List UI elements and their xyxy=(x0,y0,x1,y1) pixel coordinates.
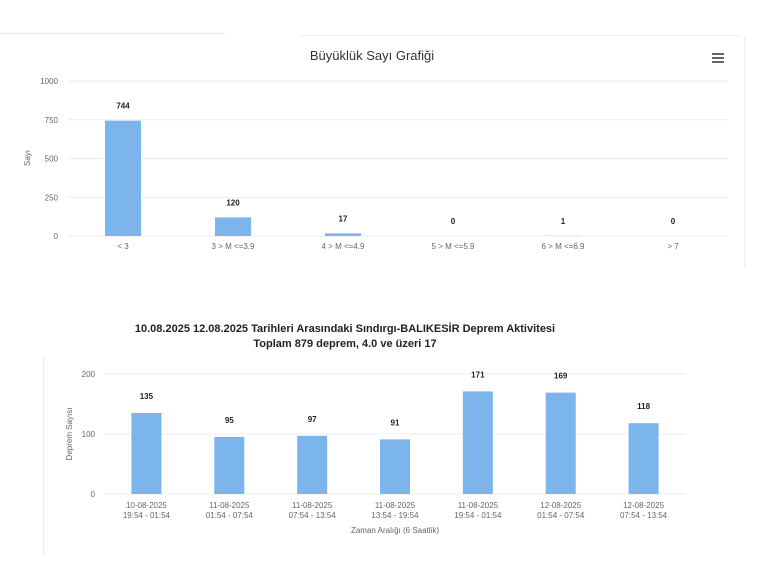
title-line-1: 10.08.2025 12.08.2025 Tarihleri Arasında… xyxy=(134,323,556,335)
x-tick-label: > 7 xyxy=(667,242,679,251)
x-tick-label: 01:54 - 07:54 xyxy=(206,511,254,520)
magnitude-chart-panel xyxy=(0,36,745,268)
y-tick-label: 750 xyxy=(45,116,59,125)
y-tick-label: 1000 xyxy=(40,77,58,86)
x-tick-label: 11-08-2025 xyxy=(292,501,333,510)
x-tick-label: 4 > M <=4.9 xyxy=(322,242,365,251)
data-label: 169 xyxy=(554,372,568,381)
x-tick-label: 5 > M <=5.9 xyxy=(432,242,475,251)
y-axis-label: Deprem Sayısı xyxy=(65,408,74,461)
title-line-2: Toplam 879 deprem, 4.0 ve üzeri 17 xyxy=(253,338,437,350)
data-label: 17 xyxy=(339,214,348,223)
bar xyxy=(131,413,162,494)
y-tick-label: 250 xyxy=(45,193,59,202)
hamburger-menu-icon[interactable] xyxy=(712,53,724,63)
x-tick-label: 3 > M <=3.9 xyxy=(212,242,255,251)
x-tick-label: 11-08-2025 xyxy=(375,501,416,510)
x-tick-label: < 3 xyxy=(117,242,129,251)
data-label: 0 xyxy=(671,217,676,226)
x-tick-label: 6 > M <=6.9 xyxy=(542,242,585,251)
data-label: 1 xyxy=(561,217,566,226)
x-tick-label: 11-08-2025 xyxy=(209,501,250,510)
data-label: 95 xyxy=(225,416,234,425)
x-tick-label: 07:54 - 13:54 xyxy=(620,511,668,520)
data-label: 0 xyxy=(451,217,456,226)
x-tick-label: 19:54 - 01:54 xyxy=(454,511,502,520)
y-tick-label: 500 xyxy=(45,155,59,164)
bar xyxy=(215,217,251,236)
bar xyxy=(325,233,361,236)
bar xyxy=(297,435,328,494)
y-tick-label: 200 xyxy=(82,370,96,379)
magnitude-bar-chart: 0 250 500 750 1000 Sayı 744 < 3 120 3 > M <=3.9 17… xyxy=(23,77,728,251)
divider xyxy=(0,33,225,34)
data-label: 120 xyxy=(226,198,240,207)
bar xyxy=(628,423,659,494)
x-tick-label: 19:54 - 01:54 xyxy=(123,511,171,520)
bar xyxy=(545,392,576,494)
x-tick-label: 07:54 - 13:54 xyxy=(289,511,337,520)
x-tick-label: 13:54 - 19:54 xyxy=(371,511,419,520)
bar xyxy=(462,391,493,494)
data-label: 135 xyxy=(140,392,154,401)
x-tick-label: 12-08-2025 xyxy=(623,501,664,510)
x-tick-label: 11-08-2025 xyxy=(458,501,499,510)
activity-chart-title: 10.08.2025 12.08.2025 Tarihleri Arasında… xyxy=(0,322,690,352)
divider xyxy=(43,357,44,557)
x-axis-label: Zaman Aralığı (6 Saatlik) xyxy=(351,526,439,535)
x-tick-label: 12-08-2025 xyxy=(540,501,581,510)
data-label: 118 xyxy=(637,402,650,411)
divider xyxy=(300,35,740,36)
bar xyxy=(380,439,410,494)
x-tick-label: 01:54 - 07:54 xyxy=(537,511,585,520)
chart-title: Büyüklük Sayı Grafiği xyxy=(309,48,435,63)
y-tick-label: 0 xyxy=(54,232,59,241)
bar xyxy=(214,437,245,494)
y-tick-label: 0 xyxy=(91,490,96,499)
bar xyxy=(105,120,141,236)
data-label: 97 xyxy=(308,415,317,424)
y-tick-label: 100 xyxy=(82,430,96,439)
x-tick-label: 10-08-2025 xyxy=(126,501,167,510)
data-label: 171 xyxy=(471,370,485,379)
data-label: 91 xyxy=(391,418,400,427)
y-axis-label: Sayı xyxy=(23,150,32,166)
data-label: 744 xyxy=(116,102,130,111)
